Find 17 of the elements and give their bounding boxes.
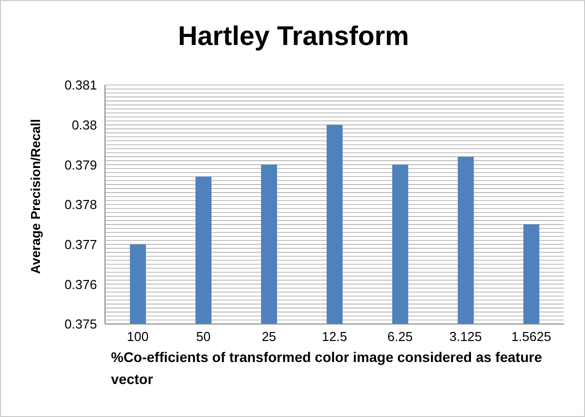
x-tick-label: 100	[126, 329, 149, 344]
y-tick-label: 0.375	[64, 316, 97, 332]
y-tick-label: 0.379	[64, 157, 97, 172]
x-tick-label: 12.5	[322, 329, 348, 344]
y-tick-label: 0.378	[64, 197, 97, 212]
y-tick-label: 0.38	[72, 117, 97, 132]
x-tick-label: 50	[196, 329, 211, 344]
y-tick-label: 0.381	[64, 78, 97, 93]
chart-title: Hartley Transform	[176, 21, 410, 52]
y-tick-label: 0.377	[64, 236, 97, 252]
x-tick-label: 1.5625	[511, 329, 552, 344]
x-tick-label: 25	[262, 329, 276, 344]
x-tick-label: 6.25	[387, 329, 413, 344]
y-axis-title: Average Precision/Recall	[28, 118, 43, 274]
x-tick-label: 3.125	[449, 329, 482, 344]
x-axis-title: %Co-efficients of transformed color image considered as feature vector	[111, 348, 543, 389]
y-tick-label: 0.376	[64, 276, 97, 292]
